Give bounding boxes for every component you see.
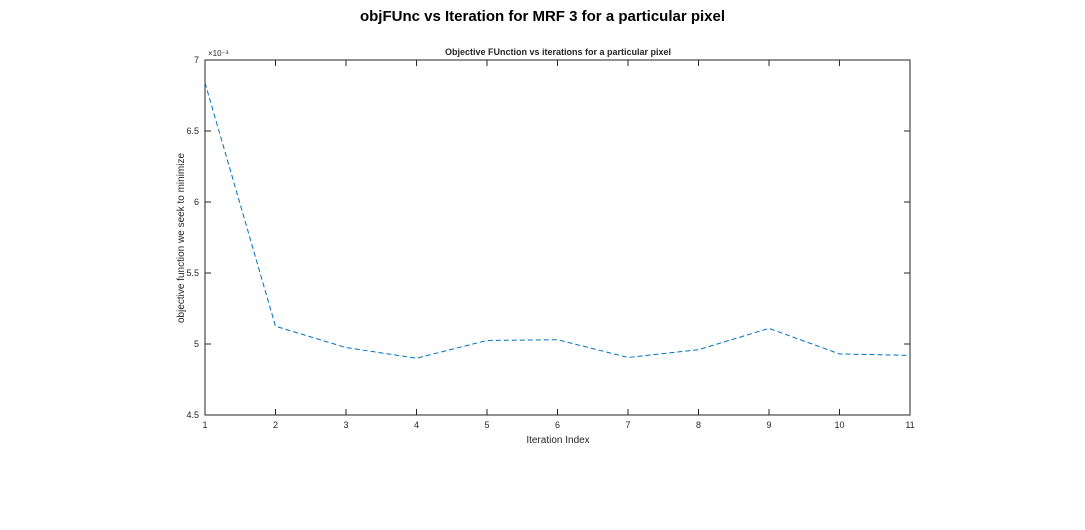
data-point	[204, 81, 207, 84]
x-tick-label: 9	[766, 420, 771, 430]
x-tick-label: 6	[555, 420, 560, 430]
figure-title: objFUnc vs Iteration for MRF 3 for a par…	[359, 8, 726, 25]
data-point	[556, 338, 559, 341]
x-tick-label: 7	[625, 420, 630, 430]
axis-ticks: 1 2 3 4 5 6 7 8 9 10 11 4.5 5 5.5 6 6.5 7	[186, 55, 914, 430]
data-point	[415, 357, 418, 360]
x-tick-label: 10	[834, 420, 844, 430]
y-axis-label: objective function we seek to minimize	[176, 153, 187, 324]
y-exponent-label: ×10⁻³	[208, 49, 229, 58]
data-point	[627, 356, 630, 359]
data-point	[909, 354, 912, 357]
data-point	[697, 348, 700, 351]
x-axis-label: Iteration Index	[526, 435, 589, 446]
y-tick-label: 6	[194, 197, 199, 207]
data-point	[345, 346, 348, 349]
x-tick-label: 2	[273, 420, 278, 430]
x-tick-label: 8	[696, 420, 701, 430]
x-tick-label: 3	[343, 420, 348, 430]
y-tick-label: 6.5	[186, 126, 199, 136]
data-point	[486, 339, 489, 342]
plot-area	[204, 59, 911, 416]
y-tick-label: 7	[194, 55, 199, 65]
y-tick-label: 5.5	[186, 268, 199, 278]
x-tick-label: 4	[414, 420, 419, 430]
plot-title: Objective FUnction vs iterations for a p…	[445, 47, 671, 57]
y-tick-label: 5	[194, 339, 199, 349]
data-point	[274, 325, 277, 328]
x-tick-label: 1	[202, 420, 207, 430]
x-tick-label: 11	[905, 420, 914, 430]
y-tick-label: 4.5	[186, 410, 199, 420]
data-point	[838, 352, 841, 355]
data-point	[768, 327, 771, 330]
x-tick-label: 5	[484, 420, 489, 430]
